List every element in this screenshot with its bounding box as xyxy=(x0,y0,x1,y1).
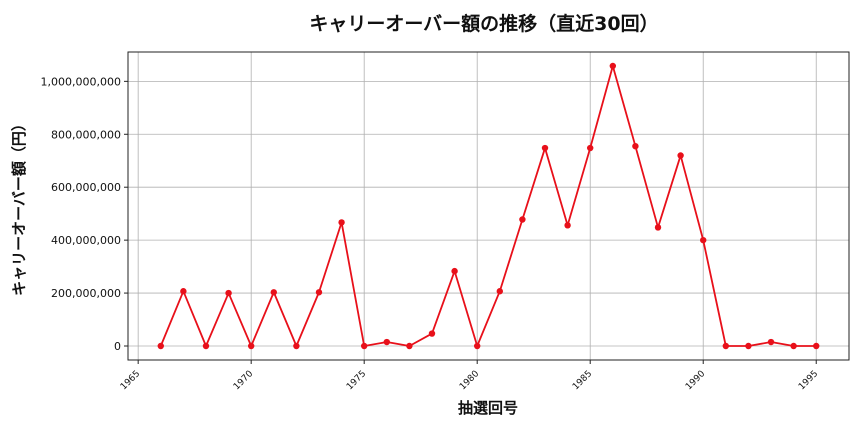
data-point xyxy=(767,338,775,346)
data-point xyxy=(677,152,684,159)
data-point xyxy=(473,342,481,350)
grid-lines xyxy=(128,52,849,360)
data-point xyxy=(180,288,187,295)
chart-title: キャリーオーバー額の推移（直近30回） xyxy=(309,12,658,35)
data-point xyxy=(745,342,752,350)
y-axis-ticks: 0 200,000,000 400,000,000 600,000,000 800,00… xyxy=(41,75,128,353)
y-tick-label: 200,000,000 xyxy=(51,287,121,300)
x-axis-ticks: 1965 1970 1975 1980 1985 1990 1995 xyxy=(119,360,820,392)
data-point xyxy=(360,342,368,350)
data-point xyxy=(428,330,436,337)
data-point xyxy=(564,222,571,229)
data-point xyxy=(247,342,255,350)
y-tick-label: 1,000,000,000 xyxy=(41,75,121,88)
x-tick-label: 1985 xyxy=(571,369,594,392)
data-point xyxy=(609,62,617,70)
x-tick-label: 1965 xyxy=(119,369,142,392)
x-tick-label: 1980 xyxy=(458,369,481,392)
data-point xyxy=(496,288,504,295)
y-tick-label: 400,000,000 xyxy=(51,234,121,247)
data-point xyxy=(293,342,300,350)
series-line xyxy=(159,65,817,347)
x-tick-label: 1995 xyxy=(797,369,820,392)
data-point xyxy=(202,342,210,350)
data-point xyxy=(338,219,345,226)
y-axis-label: キャリーオーバー額（円） xyxy=(10,116,28,296)
data-point xyxy=(700,236,707,244)
data-point xyxy=(315,289,323,296)
series-layer xyxy=(157,62,820,350)
data-point xyxy=(157,342,164,350)
data-point xyxy=(225,289,232,297)
y-tick-label: 800,000,000 xyxy=(51,128,121,141)
data-point xyxy=(790,342,797,350)
data-point xyxy=(541,144,549,152)
data-point xyxy=(813,342,820,350)
x-tick-label: 1970 xyxy=(232,369,255,392)
y-tick-label: 0 xyxy=(114,340,121,353)
y-tick-label: 600,000,000 xyxy=(51,181,121,194)
plot-area-frame xyxy=(127,51,850,361)
data-point xyxy=(722,342,730,350)
data-point xyxy=(270,289,277,296)
data-point xyxy=(632,142,639,150)
x-axis-label: 抽選回号 xyxy=(458,399,518,417)
data-point xyxy=(654,224,662,231)
data-point xyxy=(519,216,526,223)
data-point xyxy=(383,338,390,346)
data-point xyxy=(406,342,413,350)
x-tick-label: 1990 xyxy=(684,369,707,392)
data-point xyxy=(587,144,594,152)
x-tick-label: 1975 xyxy=(345,369,368,392)
data-point xyxy=(451,267,458,275)
